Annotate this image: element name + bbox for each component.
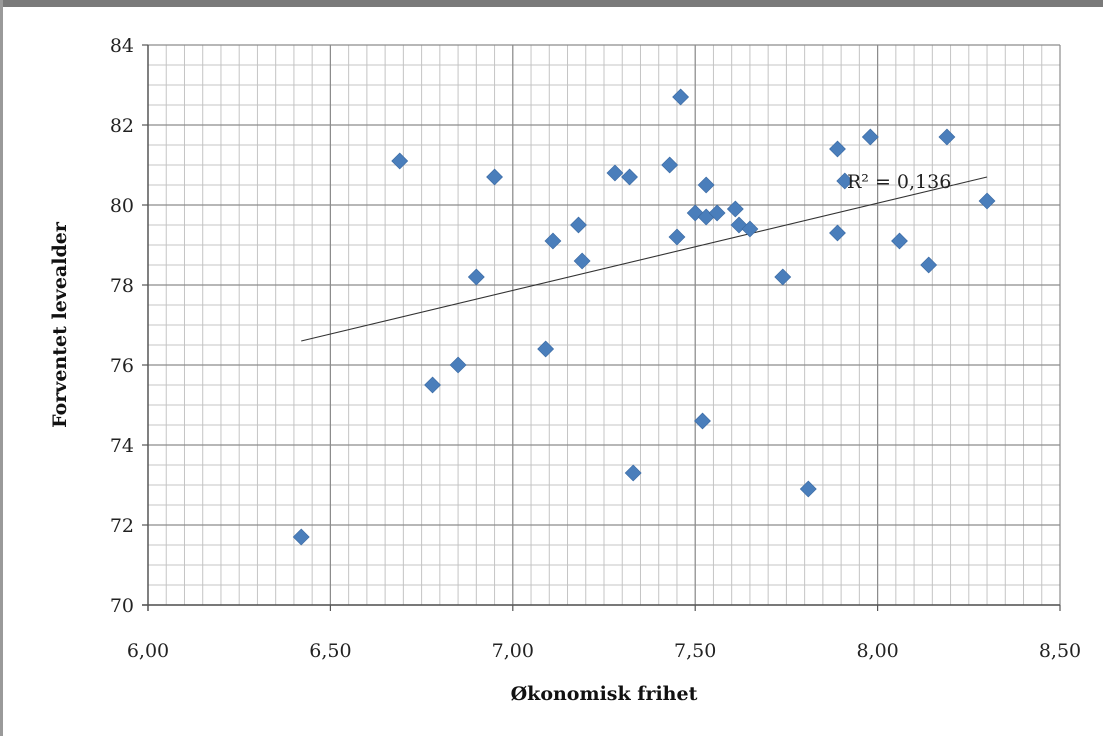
y-tick-label: 72	[110, 515, 134, 537]
data-point	[668, 228, 686, 246]
chart-points	[292, 88, 996, 546]
x-tick-label: 8,00	[856, 640, 898, 662]
frame-top-border	[0, 0, 1103, 7]
data-point	[606, 164, 624, 182]
x-axis-title: Økonomisk frihet	[511, 683, 698, 705]
y-tick-label: 74	[110, 435, 134, 457]
data-point	[621, 168, 638, 186]
y-tick-label: 76	[110, 355, 134, 377]
x-tick-label: 6,00	[127, 640, 169, 662]
trendline	[301, 176, 988, 342]
data-point	[938, 128, 956, 146]
data-point	[544, 232, 562, 250]
data-point	[836, 172, 854, 190]
data-point	[799, 480, 817, 498]
chart-labels: 70 72 74 76 78 80 82 84 6,00 6,50 7,00 7,50 8,00 8,50…	[110, 35, 1081, 662]
data-point	[697, 176, 715, 194]
data-point	[708, 204, 726, 222]
data-point	[861, 128, 879, 146]
data-point	[467, 268, 485, 286]
data-point	[391, 152, 409, 170]
data-point	[829, 224, 846, 242]
x-tick-label: 7,50	[674, 640, 716, 662]
data-point	[741, 220, 759, 238]
data-point	[424, 376, 441, 394]
x-tick-label: 7,00	[492, 640, 534, 662]
data-point	[449, 356, 467, 374]
data-point	[694, 412, 711, 430]
y-tick-label: 84	[110, 35, 134, 57]
x-tick-label: 6,50	[309, 640, 351, 662]
y-tick-label: 70	[110, 595, 134, 617]
chart-gridlines	[147, 44, 1061, 606]
data-point	[726, 200, 744, 218]
y-tick-label: 82	[110, 115, 134, 137]
data-point	[537, 340, 555, 358]
data-point	[978, 192, 996, 210]
y-tick-label: 78	[110, 275, 134, 297]
data-point	[891, 232, 908, 250]
data-point	[774, 268, 792, 286]
data-point	[672, 88, 690, 106]
x-tick-label: 8,50	[1039, 640, 1081, 662]
y-tick-label: 80	[110, 195, 134, 217]
frame-left-border	[0, 0, 3, 736]
y-axis-title: Forventet levealder	[49, 221, 71, 428]
data-point	[573, 252, 591, 270]
data-point	[829, 140, 846, 158]
data-point	[661, 156, 679, 174]
chart-axes	[142, 44, 1061, 611]
data-point	[486, 168, 503, 186]
chart-trendline-group	[301, 176, 988, 342]
data-point	[920, 256, 938, 274]
r-squared-label: R² = 0,136	[847, 171, 951, 193]
data-point	[570, 216, 587, 234]
data-point	[624, 464, 642, 482]
data-point	[292, 528, 310, 546]
